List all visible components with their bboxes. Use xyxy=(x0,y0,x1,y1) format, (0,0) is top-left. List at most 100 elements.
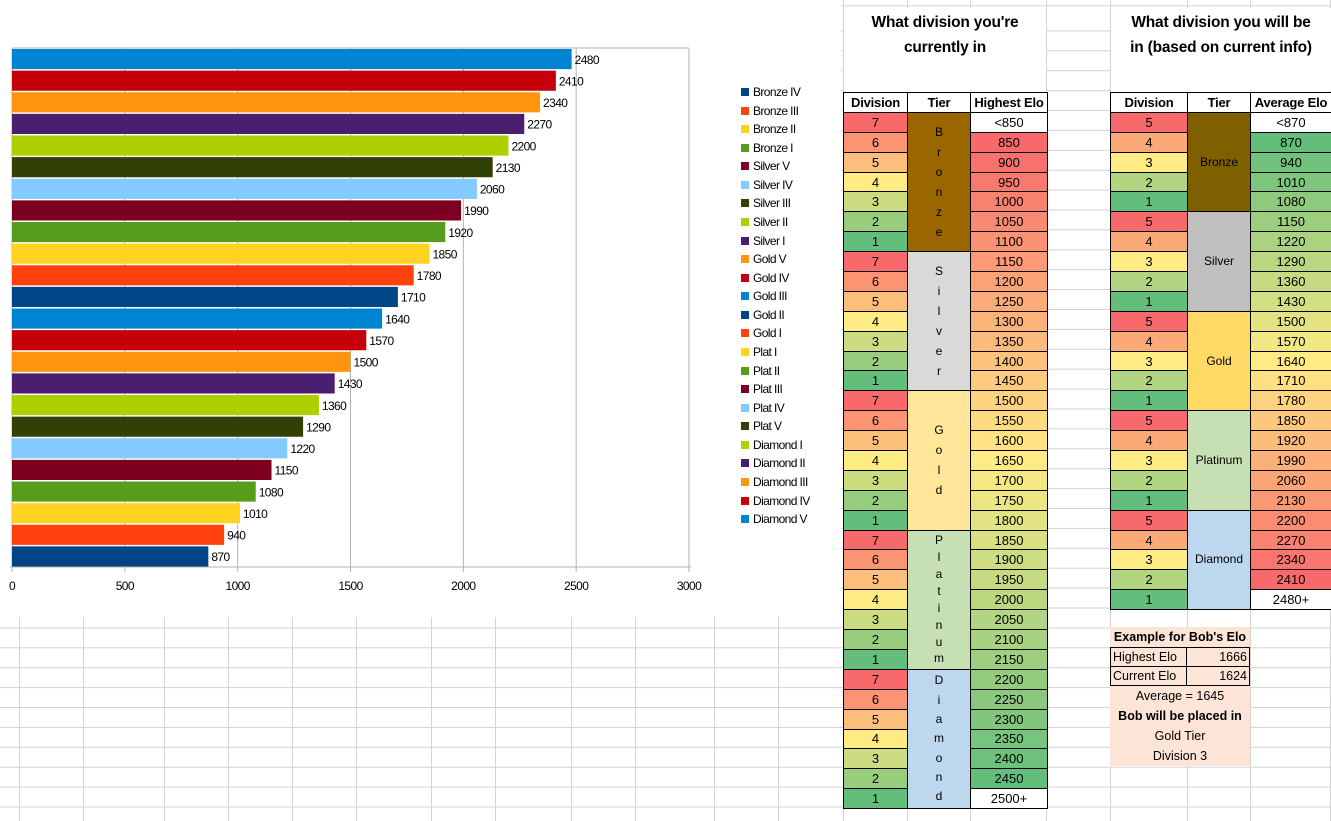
division-cell[interactable]: 4 xyxy=(843,728,908,750)
elo-cell[interactable]: 1900 xyxy=(970,549,1048,571)
elo-cell[interactable]: 1450 xyxy=(970,370,1048,392)
division-cell[interactable]: 1 xyxy=(843,370,908,392)
elo-cell[interactable]: 2300 xyxy=(970,708,1048,730)
division-cell[interactable]: 3 xyxy=(1110,450,1188,471)
division-cell[interactable]: 2 xyxy=(843,489,908,511)
division-cell[interactable]: 2 xyxy=(1110,569,1188,591)
division-cell[interactable]: 4 xyxy=(843,171,908,193)
elo-cell[interactable]: 1200 xyxy=(970,271,1048,292)
elo-cell[interactable]: 1220 xyxy=(1250,231,1331,253)
elo-cell[interactable]: 1150 xyxy=(1250,211,1331,233)
elo-cell[interactable]: 2060 xyxy=(1250,469,1331,491)
elo-cell[interactable]: 1150 xyxy=(970,251,1048,273)
division-cell[interactable]: 7 xyxy=(843,251,908,273)
division-cell[interactable]: 1 xyxy=(1110,589,1188,611)
division-cell[interactable]: 2 xyxy=(843,629,908,650)
division-cell[interactable]: 3 xyxy=(843,469,908,491)
elo-cell[interactable]: 1010 xyxy=(1250,171,1331,193)
elo-cell[interactable]: 900 xyxy=(970,151,1048,173)
division-cell[interactable]: 1 xyxy=(1110,191,1188,213)
elo-cell[interactable]: 1800 xyxy=(970,509,1048,531)
division-cell[interactable]: 1 xyxy=(843,788,908,810)
division-cell[interactable]: 2 xyxy=(1110,271,1188,292)
tier-cell-bronze[interactable]: Bronze xyxy=(1187,111,1251,213)
tier-cell-diamond[interactable]: Diamond xyxy=(1187,509,1251,611)
elo-cell[interactable]: 1700 xyxy=(970,469,1048,491)
elo-cell[interactable]: 2450 xyxy=(970,768,1048,790)
division-cell[interactable]: 6 xyxy=(843,688,908,710)
division-cell[interactable]: 4 xyxy=(1110,529,1188,551)
elo-cell[interactable]: 2500+ xyxy=(970,788,1048,810)
division-cell[interactable]: 5 xyxy=(843,430,908,452)
elo-cell[interactable]: 1050 xyxy=(970,211,1048,233)
elo-cell[interactable]: 2000 xyxy=(970,589,1048,611)
elo-cell[interactable]: 1750 xyxy=(970,489,1048,511)
division-cell[interactable]: 1 xyxy=(1110,489,1188,511)
elo-cell[interactable]: 1350 xyxy=(970,330,1048,352)
elo-cell[interactable]: 1650 xyxy=(970,450,1048,471)
elo-cell[interactable]: 1990 xyxy=(1250,450,1331,471)
elo-cell[interactable]: 1100 xyxy=(970,231,1048,253)
division-cell[interactable]: 1 xyxy=(843,648,908,670)
elo-cell[interactable]: 1780 xyxy=(1250,390,1331,412)
elo-cell[interactable]: 1920 xyxy=(1250,430,1331,452)
division-cell[interactable]: 6 xyxy=(843,131,908,153)
division-cell[interactable]: 5 xyxy=(843,151,908,173)
elo-cell[interactable]: 2050 xyxy=(970,609,1048,631)
tier-cell-platinum[interactable]: Platinum xyxy=(1187,410,1251,511)
elo-cell[interactable]: 2400 xyxy=(970,748,1048,770)
division-cell[interactable]: 4 xyxy=(843,310,908,332)
division-cell[interactable]: 5 xyxy=(1110,211,1188,233)
division-cell[interactable]: 6 xyxy=(843,271,908,292)
division-cell[interactable]: 1 xyxy=(1110,390,1188,412)
division-cell[interactable]: 4 xyxy=(1110,231,1188,253)
division-cell[interactable]: 1 xyxy=(843,509,908,531)
division-cell[interactable]: 4 xyxy=(1110,131,1188,153)
elo-cell[interactable]: 2270 xyxy=(1250,529,1331,551)
elo-cell[interactable]: 2250 xyxy=(970,688,1048,710)
elo-cell[interactable]: 1000 xyxy=(970,191,1048,213)
elo-cell[interactable]: 2200 xyxy=(970,668,1048,690)
division-cell[interactable]: 3 xyxy=(1110,251,1188,273)
elo-cell[interactable]: 1850 xyxy=(1250,410,1331,432)
division-cell[interactable]: 5 xyxy=(1110,410,1188,432)
division-cell[interactable]: 5 xyxy=(843,708,908,730)
elo-cell[interactable]: 1550 xyxy=(970,410,1048,432)
elo-cell[interactable]: <850 xyxy=(970,111,1048,133)
division-cell[interactable]: 4 xyxy=(1110,330,1188,352)
division-cell[interactable]: 2 xyxy=(843,350,908,372)
division-cell[interactable]: 5 xyxy=(843,290,908,312)
elo-cell[interactable]: 1710 xyxy=(1250,370,1331,392)
elo-cell[interactable]: 2340 xyxy=(1250,549,1331,571)
division-cell[interactable]: 6 xyxy=(843,549,908,571)
division-cell[interactable]: 4 xyxy=(843,450,908,471)
elo-cell[interactable]: 1300 xyxy=(970,310,1048,332)
elo-cell[interactable]: 1290 xyxy=(1250,251,1331,273)
division-cell[interactable]: 3 xyxy=(843,191,908,213)
division-cell[interactable]: 2 xyxy=(1110,171,1188,193)
division-cell[interactable]: 7 xyxy=(843,111,908,133)
division-cell[interactable]: 1 xyxy=(1110,290,1188,312)
division-cell[interactable]: 5 xyxy=(843,569,908,591)
division-cell[interactable]: 5 xyxy=(1110,111,1188,133)
elo-cell[interactable]: 1360 xyxy=(1250,271,1331,292)
elo-cell[interactable]: 2100 xyxy=(970,629,1048,650)
current-elo-value[interactable]: 1624 xyxy=(1187,666,1250,686)
division-cell[interactable]: 3 xyxy=(843,748,908,770)
elo-cell[interactable]: 1500 xyxy=(1250,310,1331,332)
division-cell[interactable]: 2 xyxy=(1110,469,1188,491)
elo-cell[interactable]: 2410 xyxy=(1250,569,1331,591)
elo-cell[interactable]: 870 xyxy=(1250,131,1331,153)
elo-cell[interactable]: 2200 xyxy=(1250,509,1331,531)
division-cell[interactable]: 3 xyxy=(843,330,908,352)
elo-cell[interactable]: 1400 xyxy=(970,350,1048,372)
division-cell[interactable]: 6 xyxy=(843,410,908,432)
division-cell[interactable]: 3 xyxy=(843,609,908,631)
division-cell[interactable]: 2 xyxy=(843,768,908,790)
highest-elo-value[interactable]: 1666 xyxy=(1187,647,1250,667)
elo-cell[interactable]: 1430 xyxy=(1250,290,1331,312)
elo-cell[interactable]: 1080 xyxy=(1250,191,1331,213)
elo-cell[interactable]: 2150 xyxy=(970,648,1048,670)
